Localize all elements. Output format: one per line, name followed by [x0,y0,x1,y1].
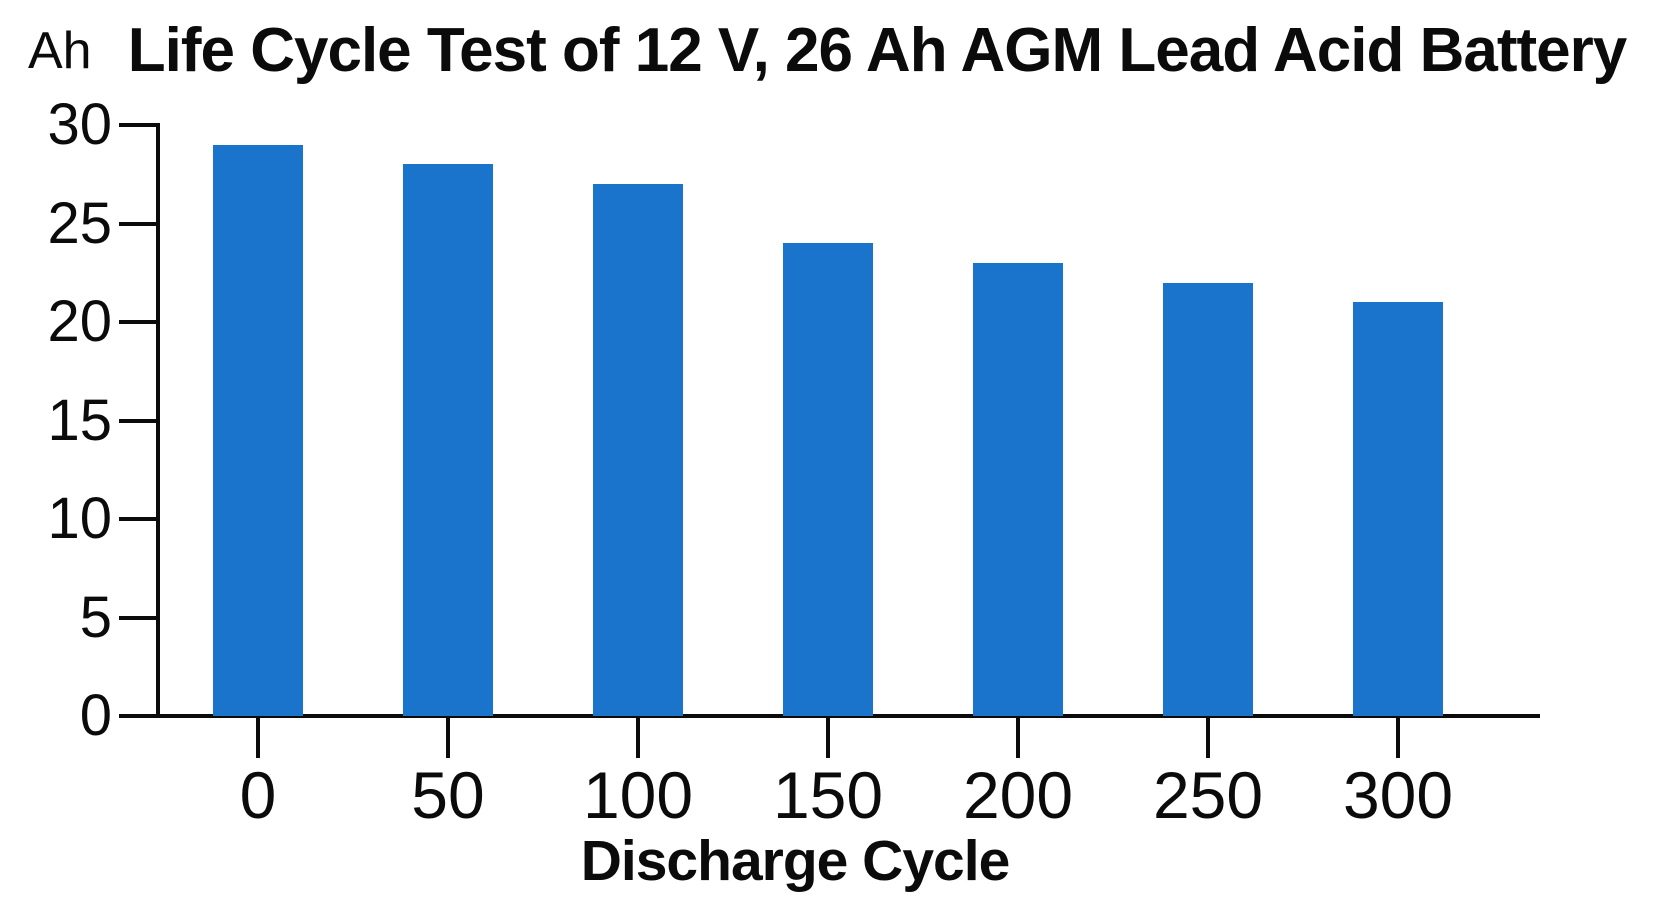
y-axis-unit-label: Ah [28,22,92,80]
y-tick-label: 25 [47,191,112,256]
y-tick-label: 30 [47,92,112,157]
x-tick [826,718,830,758]
y-tick [119,222,156,226]
chart-title: Life Cycle Test of 12 V, 26 Ah AGM Lead … [127,16,1627,85]
y-tick-label: 0 [79,683,112,748]
x-tick-label: 300 [1342,758,1454,832]
bar [973,263,1063,716]
x-tick-label: 200 [962,758,1074,832]
x-tick [636,718,640,758]
x-tick [1206,718,1210,758]
x-axis-title: Discharge Cycle [580,829,1011,893]
bar [593,184,683,716]
x-tick-label: 50 [411,758,485,832]
x-tick-label: 0 [239,758,277,832]
x-tick [256,718,260,758]
bar [1163,283,1253,716]
y-axis-line [156,123,160,718]
x-tick [446,718,450,758]
y-tick-label: 5 [79,585,112,650]
y-tick-label: 20 [47,289,112,354]
y-tick [119,616,156,620]
x-tick-label: 250 [1152,758,1264,832]
bar [403,164,493,716]
y-tick [119,714,156,718]
x-tick-label: 100 [582,758,694,832]
x-tick [1396,718,1400,758]
y-tick-label: 10 [47,486,112,551]
y-tick [119,320,156,324]
y-tick [119,517,156,521]
bar [1353,302,1443,716]
x-axis-line [121,714,1540,718]
bar [213,145,303,716]
y-tick-label: 15 [47,388,112,453]
y-tick [119,419,156,423]
x-tick [1016,718,1020,758]
x-tick-label: 150 [772,758,884,832]
bar [783,243,873,716]
y-tick [119,123,156,127]
